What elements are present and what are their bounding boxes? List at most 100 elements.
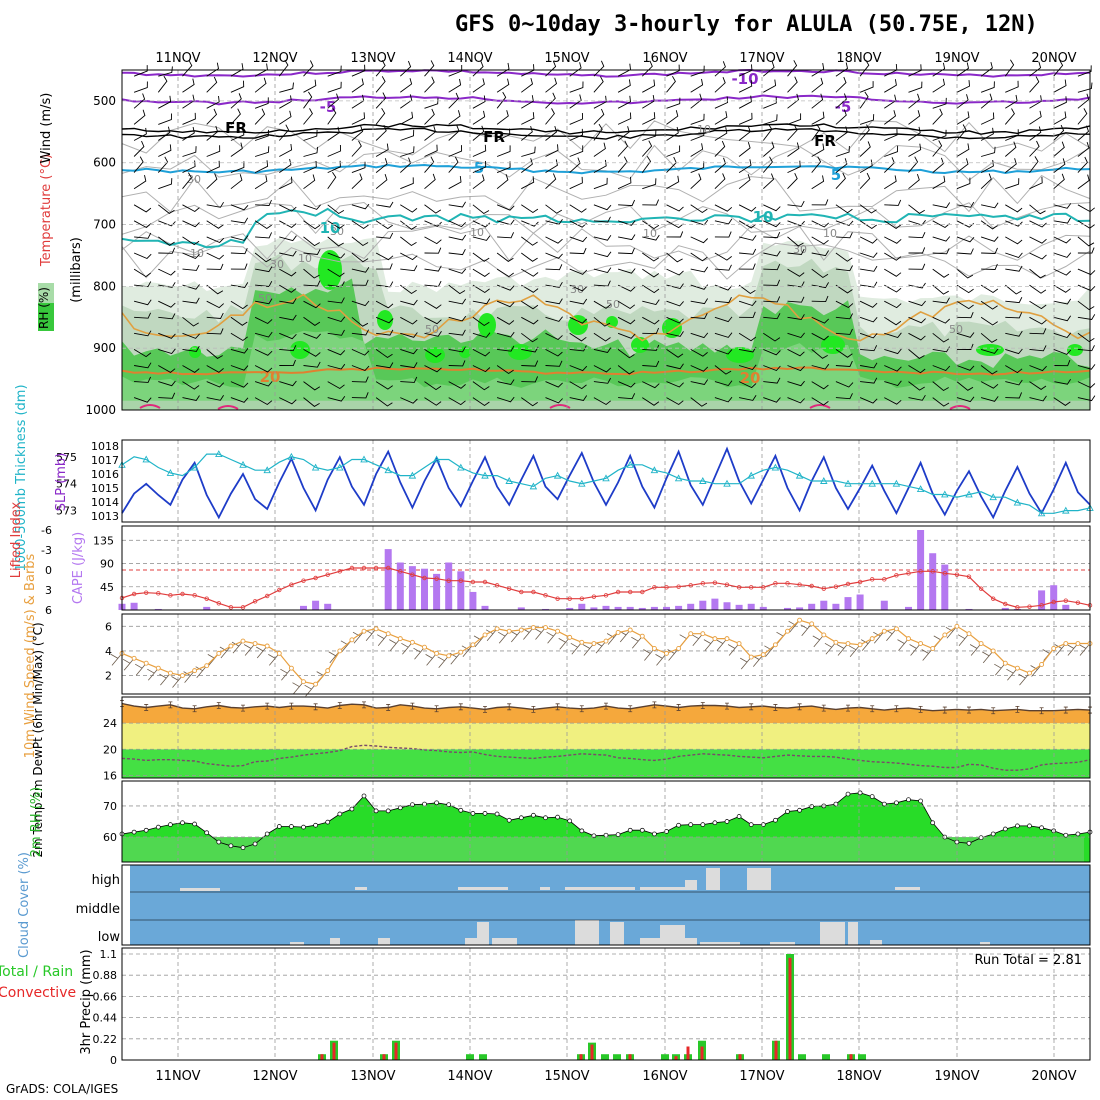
thickness-marker (408, 471, 417, 479)
upper-barb (158, 144, 172, 157)
precip-conv-bar-15 (738, 1054, 742, 1060)
wind-speed-line (121, 619, 1090, 685)
upper-barb (1053, 141, 1065, 157)
upper-barb (545, 236, 563, 244)
temp-contour-label-0: -10 (731, 70, 758, 88)
upper-barb (1053, 217, 1071, 224)
upper-barb (642, 327, 660, 335)
upper-barb (278, 124, 290, 141)
upper-barb (811, 236, 829, 245)
temp-errorbar (555, 703, 560, 711)
upper-barb (1077, 314, 1096, 320)
li-marker (785, 581, 790, 586)
upper-barb (787, 296, 805, 303)
upper-barb (400, 177, 414, 190)
upper-barb (569, 365, 588, 372)
upper-barb (859, 124, 870, 141)
upper-barb (932, 248, 950, 255)
temp-errorbar (579, 705, 584, 713)
li-marker (216, 601, 221, 606)
upper-barb (206, 381, 225, 388)
upper-barb (908, 365, 926, 374)
upper-barb (497, 379, 515, 386)
upper-barb (666, 145, 681, 157)
upper-barb (811, 316, 830, 324)
cape-bar (481, 605, 489, 610)
rh2m-marker (155, 824, 161, 830)
upper-barb (932, 397, 950, 407)
wind-ylabel: 10m Wind Speed (m/s) & Barbs (23, 553, 38, 758)
li-marker (386, 565, 391, 571)
upper-barb (496, 128, 511, 141)
upper-barb (884, 128, 898, 141)
wind-speed-marker (264, 643, 270, 649)
wind-speed-marker (276, 650, 282, 656)
upper-barb (617, 220, 636, 226)
upper-barb (859, 252, 878, 258)
wind10m-barbs (110, 619, 1091, 697)
upper-barb (980, 127, 994, 141)
upper-barb (981, 202, 999, 209)
upper-barb (1029, 61, 1042, 77)
upper-barb (569, 94, 582, 109)
cape-bar (433, 573, 441, 610)
upper-barb (908, 204, 925, 214)
upper-barb (569, 316, 588, 324)
precip-ytick-2: 0.44 (93, 1012, 118, 1025)
upper-barb (980, 220, 998, 230)
upper-barb (593, 216, 611, 223)
upper-barb (448, 234, 467, 241)
upper-barb (133, 204, 152, 213)
cape-bar (1050, 585, 1058, 610)
upper-barb (521, 77, 534, 93)
upper-barb (206, 220, 224, 229)
wind-speed-marker (180, 673, 185, 678)
upper-barb (956, 111, 970, 125)
cloud-block-15 (492, 938, 517, 945)
upper-barb (1029, 236, 1047, 244)
upper-barb (859, 300, 878, 308)
upper-barb (327, 381, 345, 390)
upper-barb (738, 141, 751, 157)
rh2m-marker (458, 807, 464, 813)
upper-barb (860, 362, 878, 369)
upper-barb (521, 220, 539, 227)
upper-barb (1053, 359, 1071, 367)
upper-barb (980, 396, 999, 402)
upper-barb (133, 81, 148, 93)
upper-barb (618, 234, 636, 241)
date-label-top-7: 18NOV (836, 51, 881, 66)
upper-barb (787, 332, 805, 339)
wind-speed-marker (470, 642, 476, 648)
upper-barb (1077, 247, 1095, 254)
rh2m-marker (276, 824, 282, 829)
thickness-marker (892, 479, 901, 487)
upper-barb (859, 332, 878, 339)
temp-errorbar (507, 703, 512, 711)
upper-barb (254, 397, 273, 406)
wind10m-barb (122, 658, 135, 671)
li-marker (1075, 600, 1081, 605)
upper-barb (133, 220, 152, 229)
upper-barb (327, 363, 346, 370)
wind10m-barb (437, 655, 450, 669)
cape-bar (808, 603, 816, 610)
upper-barb (714, 284, 733, 291)
upper-barb (496, 284, 515, 291)
upper-barb (617, 112, 632, 125)
cloud-frame (121, 864, 1091, 946)
rh-contour-label-10: 30 (793, 243, 807, 256)
upper-barb (908, 156, 919, 173)
upper-barb (642, 316, 660, 325)
upper-barb (932, 365, 951, 372)
upper-barb (375, 349, 393, 359)
temp-errorbar (386, 704, 391, 711)
upper-barb (279, 143, 293, 157)
upper-barb (230, 142, 243, 157)
upper-barb (617, 381, 636, 388)
upper-barb (1005, 392, 1023, 399)
wind-speed-marker (252, 641, 258, 646)
upper-barb (908, 143, 922, 157)
upper-barb (472, 60, 484, 77)
rh-ylabel: 2m RH (%) (29, 787, 44, 858)
